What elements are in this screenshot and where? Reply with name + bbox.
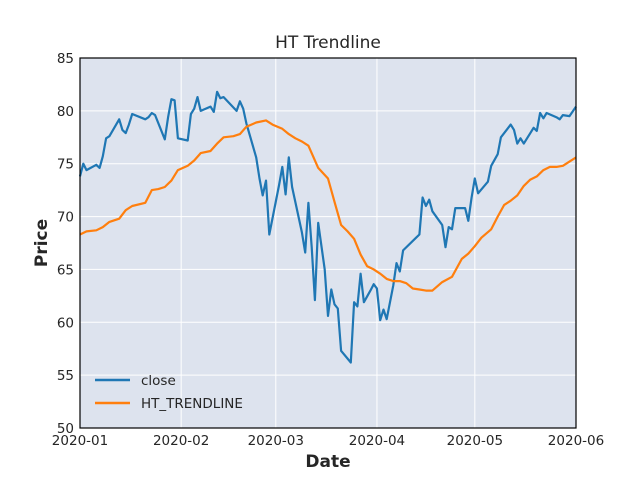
y-axis-ticks: 50 55 60 65 70 75 80 85 bbox=[57, 51, 74, 437]
x-tick-label: 2020-06 bbox=[548, 433, 604, 449]
plot-area bbox=[80, 58, 576, 428]
series-line-ht-trendline bbox=[79, 119, 577, 292]
x-tick-label: 2020-01 bbox=[52, 433, 108, 449]
y-axis-label: Price bbox=[32, 219, 52, 267]
legend-label-ht-trendline: HT_TRENDLINE bbox=[141, 396, 243, 412]
x-axis-label: Date bbox=[305, 452, 350, 472]
x-tick-label: 2020-05 bbox=[447, 433, 503, 449]
x-tick-label: 2020-02 bbox=[153, 433, 209, 449]
series-lines bbox=[78, 90, 577, 364]
y-tick-label: 70 bbox=[57, 210, 74, 226]
x-axis-ticks: 2020-01 2020-02 2020-03 2020-04 2020-05 2020-… bbox=[52, 433, 604, 449]
series-line-close bbox=[78, 90, 577, 364]
y-tick-label: 80 bbox=[57, 104, 74, 120]
y-tick-label: 50 bbox=[57, 421, 74, 437]
chart-title: HT Trendline bbox=[275, 33, 381, 53]
y-tick-label: 75 bbox=[57, 157, 74, 173]
y-tick-label: 55 bbox=[57, 368, 74, 384]
legend-label-close: close bbox=[141, 373, 176, 389]
y-tick-label: 85 bbox=[57, 51, 74, 67]
y-tick-label: 65 bbox=[57, 262, 74, 278]
x-tick-label: 2020-04 bbox=[349, 433, 405, 449]
y-tick-label: 60 bbox=[57, 315, 74, 331]
plot-frame bbox=[79, 57, 577, 429]
x-tick-label: 2020-03 bbox=[248, 433, 304, 449]
legend: close HT_TRENDLINE bbox=[95, 373, 243, 412]
